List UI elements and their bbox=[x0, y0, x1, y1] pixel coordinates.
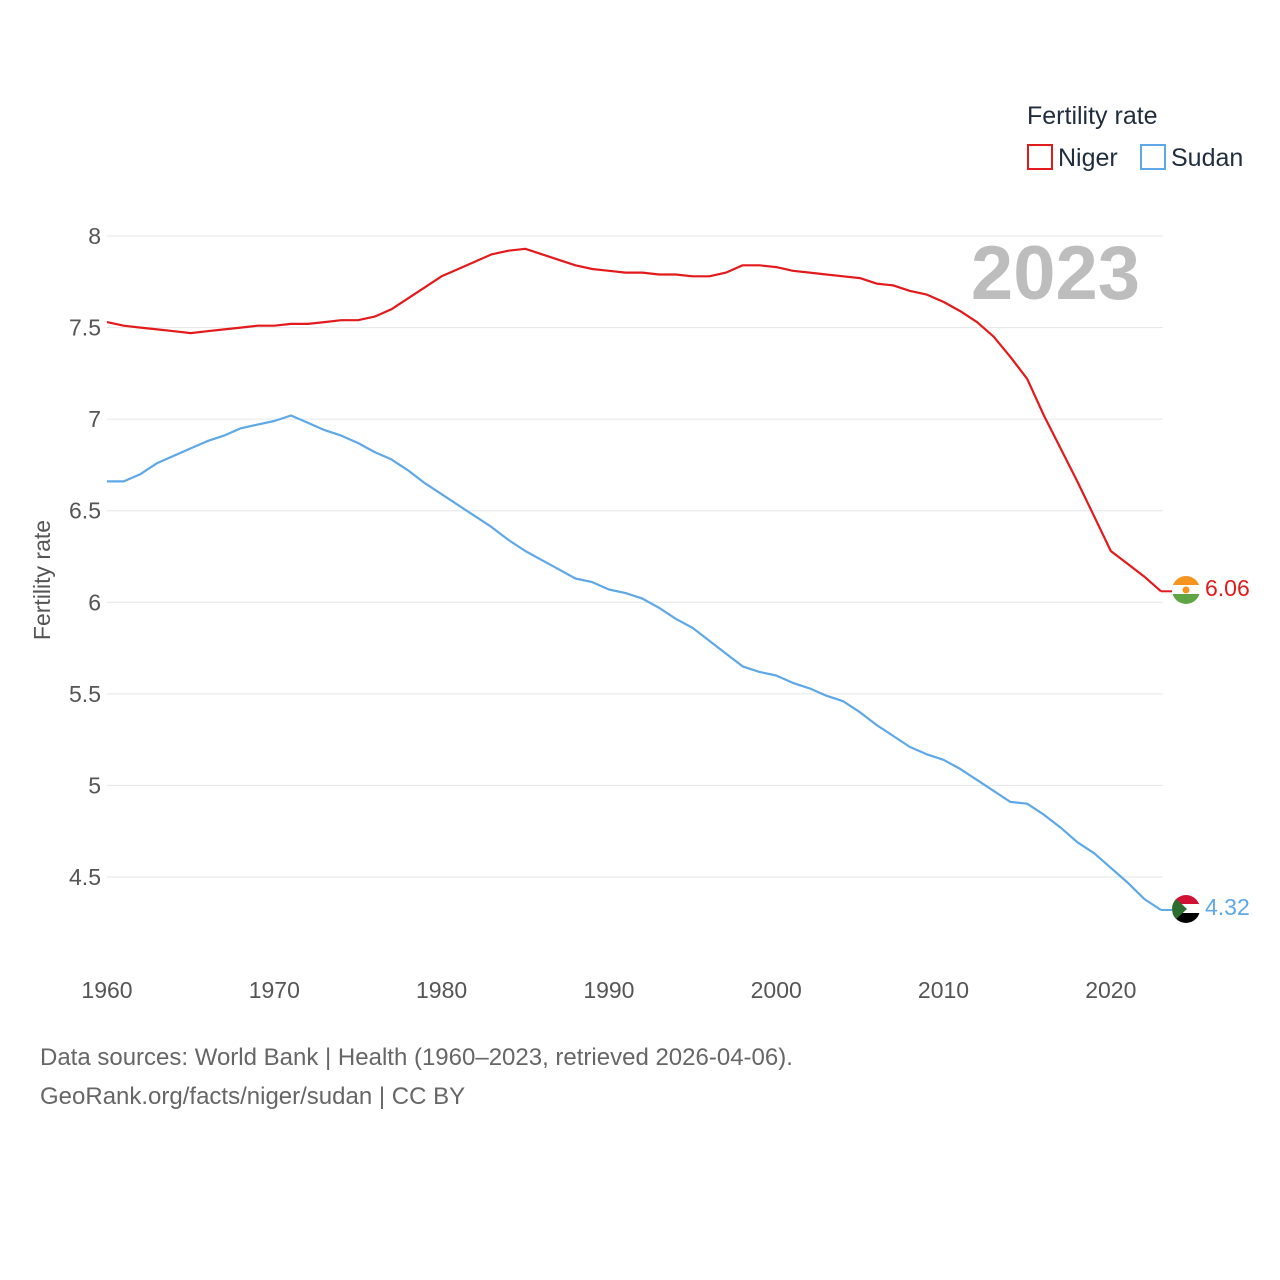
y-tick-label: 6 bbox=[88, 589, 101, 615]
x-tick-label: 2020 bbox=[1085, 977, 1136, 1003]
y-axis-title: Fertility rate bbox=[29, 520, 55, 640]
y-tick-label: 7.5 bbox=[69, 315, 101, 341]
y-tick-label: 7 bbox=[88, 406, 101, 432]
year-watermark: 2023 bbox=[971, 231, 1140, 316]
y-tick-label: 4.5 bbox=[69, 864, 101, 890]
x-tick-label: 1980 bbox=[416, 977, 467, 1003]
y-tick-label: 5 bbox=[88, 772, 101, 798]
niger-flag-icon bbox=[1172, 576, 1200, 604]
grid-lines bbox=[107, 235, 1163, 878]
sudan-end-value: 4.32 bbox=[1205, 894, 1250, 920]
end-markers bbox=[1161, 590, 1172, 911]
sudan-flag-icon bbox=[1172, 895, 1200, 923]
x-axis-ticks: 1960 1970 1980 1990 2000 2010 2020 bbox=[81, 977, 1136, 1003]
source-line-2[interactable]: GeoRank.org/facts/niger/sudan | CC BY bbox=[40, 1083, 466, 1110]
x-tick-label: 1960 bbox=[81, 977, 132, 1003]
series-line-niger[interactable] bbox=[106, 247, 1162, 593]
legend: Fertility rate Niger Sudan bbox=[1027, 102, 1243, 172]
legend-title: Fertility rate bbox=[1027, 102, 1158, 130]
x-tick-label: 1970 bbox=[249, 977, 300, 1003]
x-tick-label: 2000 bbox=[751, 977, 802, 1003]
y-tick-label: 5.5 bbox=[69, 681, 101, 707]
x-tick-label: 1990 bbox=[583, 977, 634, 1003]
legend-swatch-sudan[interactable] bbox=[1140, 144, 1166, 170]
source-line-1: Data sources: World Bank | Health (1960–… bbox=[40, 1044, 793, 1071]
niger-end-value: 6.06 bbox=[1205, 575, 1250, 601]
y-axis-ticks: 4.5 5 5.5 6 6.5 7 7.5 8 bbox=[69, 223, 101, 890]
series-line-sudan[interactable] bbox=[107, 414, 1162, 911]
y-tick-label: 6.5 bbox=[69, 498, 101, 524]
x-tick-label: 2010 bbox=[918, 977, 969, 1003]
series-lines bbox=[106, 247, 1162, 911]
y-tick-label: 8 bbox=[88, 223, 101, 249]
legend-label-niger[interactable]: Niger bbox=[1058, 144, 1118, 172]
legend-label-sudan[interactable]: Sudan bbox=[1171, 144, 1243, 172]
legend-swatch-niger[interactable] bbox=[1027, 144, 1053, 170]
